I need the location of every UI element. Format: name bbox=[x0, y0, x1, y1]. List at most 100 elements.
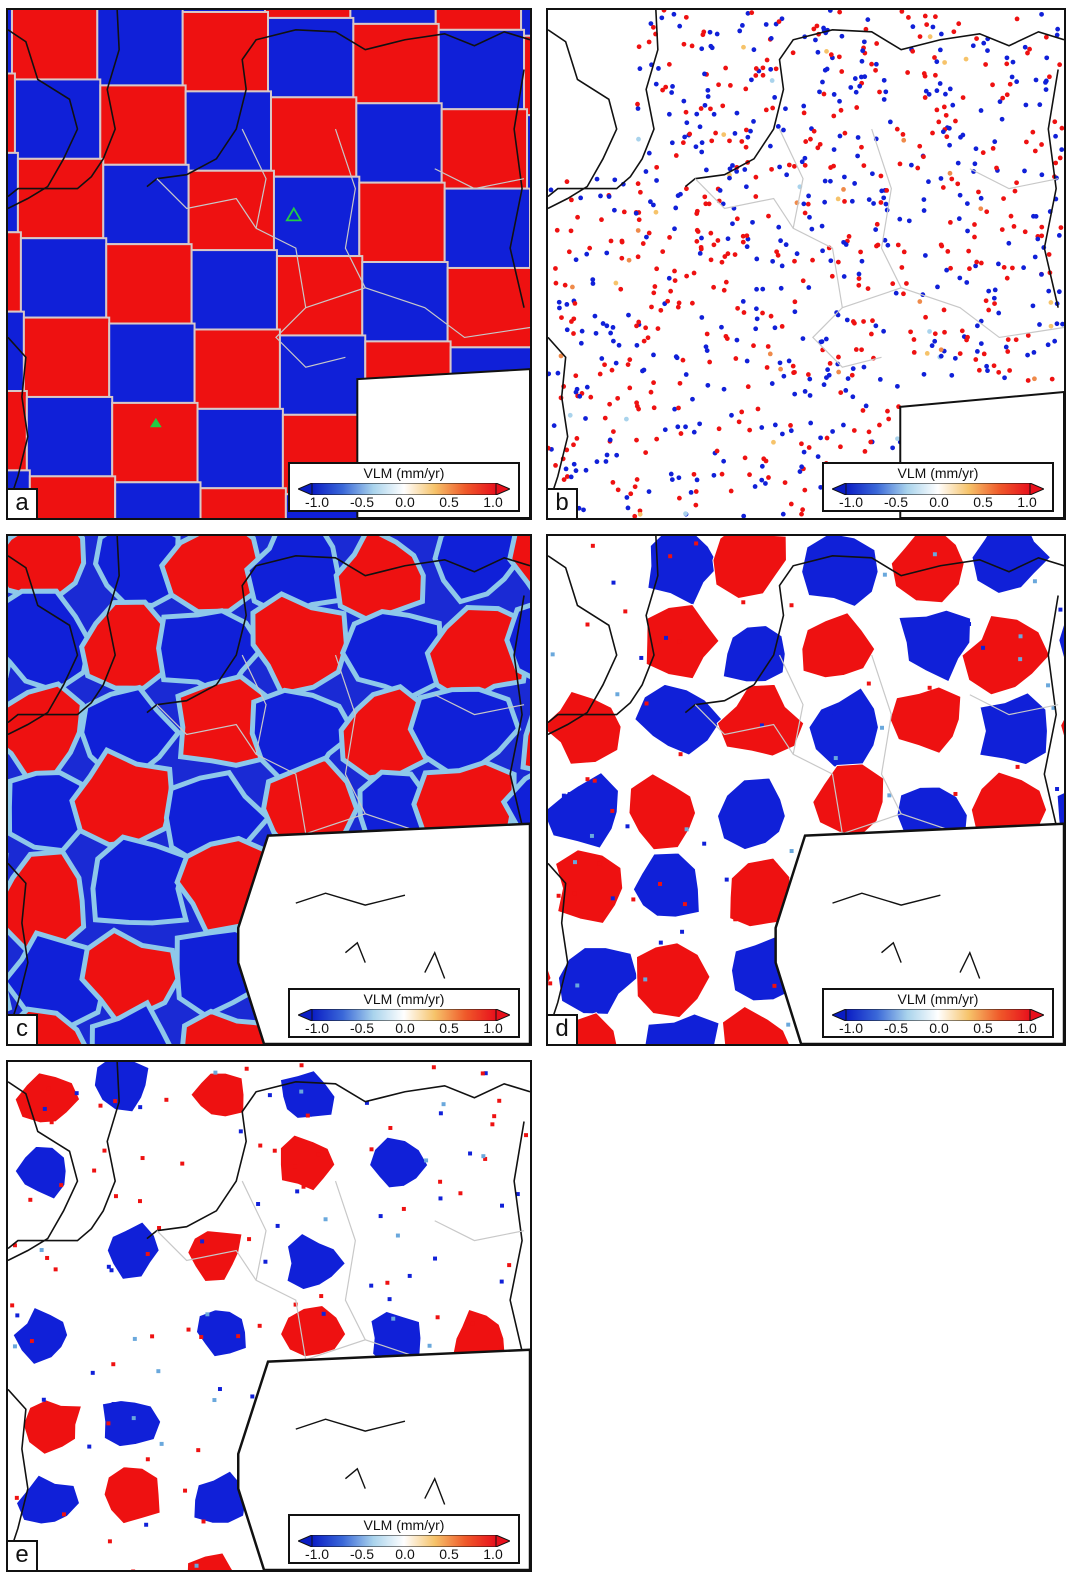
vlm-speck bbox=[212, 1398, 217, 1403]
station-point bbox=[801, 449, 807, 455]
vlm-speck bbox=[369, 1147, 374, 1152]
checker-cell bbox=[8, 231, 22, 313]
station-point bbox=[674, 355, 680, 361]
station-point bbox=[815, 49, 821, 55]
station-point bbox=[996, 369, 1002, 375]
station-point bbox=[887, 119, 893, 125]
station-point bbox=[929, 343, 935, 349]
station-point bbox=[924, 351, 930, 356]
station-point bbox=[703, 201, 709, 207]
colorbar-title: VLM (mm/yr) bbox=[363, 1517, 445, 1533]
vlm-speck bbox=[644, 701, 649, 706]
station-point bbox=[881, 77, 887, 83]
coastline bbox=[8, 1388, 29, 1559]
station-point bbox=[852, 76, 858, 81]
vlm-speck bbox=[299, 1063, 304, 1068]
vlm-speck bbox=[186, 1327, 191, 1332]
station-point bbox=[926, 91, 932, 97]
vlm-speck bbox=[694, 541, 699, 546]
colorbar-tick: 0.5 bbox=[439, 1546, 459, 1562]
vlm-speck bbox=[113, 1099, 118, 1104]
station-point bbox=[965, 334, 970, 340]
checker-cell bbox=[355, 102, 443, 184]
station-point bbox=[792, 309, 798, 315]
vlm-speck bbox=[61, 1512, 66, 1517]
station-point bbox=[792, 391, 798, 397]
vlm-speck bbox=[156, 1369, 161, 1374]
station-point bbox=[921, 208, 927, 213]
station-point bbox=[972, 222, 977, 227]
station-point bbox=[619, 255, 625, 261]
vlm-patch bbox=[1058, 621, 1064, 661]
station-point bbox=[612, 207, 617, 213]
checker-cell bbox=[278, 334, 367, 416]
station-point bbox=[950, 102, 956, 108]
station-point bbox=[777, 164, 782, 170]
station-point bbox=[930, 24, 936, 30]
station-point bbox=[815, 145, 821, 151]
station-point bbox=[1023, 102, 1029, 108]
station-point bbox=[999, 227, 1005, 232]
station-point bbox=[911, 350, 917, 355]
checker-cell bbox=[520, 10, 530, 37]
vlm-speck bbox=[49, 1120, 54, 1125]
station-point bbox=[668, 471, 674, 477]
station-point bbox=[638, 189, 643, 195]
station-point bbox=[786, 162, 792, 168]
vlm-speck bbox=[59, 1183, 64, 1188]
station-point bbox=[676, 300, 682, 306]
station-point bbox=[681, 98, 687, 104]
station-point bbox=[742, 167, 748, 172]
station-point bbox=[874, 41, 880, 46]
station-point bbox=[646, 489, 652, 494]
station-point bbox=[634, 323, 639, 329]
station-point bbox=[811, 26, 817, 32]
station-point bbox=[895, 383, 900, 389]
vlm-patch bbox=[8, 930, 108, 1030]
coastline bbox=[548, 336, 569, 507]
station-point bbox=[648, 21, 654, 26]
station-point bbox=[959, 328, 965, 334]
station-point bbox=[769, 381, 775, 386]
vlm-speck bbox=[385, 1280, 390, 1285]
station-point bbox=[1022, 229, 1028, 235]
station-point bbox=[597, 371, 603, 377]
station-point bbox=[1059, 125, 1064, 131]
station-point bbox=[672, 278, 678, 283]
station-point bbox=[754, 306, 759, 312]
station-point bbox=[944, 267, 949, 273]
station-point bbox=[855, 135, 861, 140]
station-point bbox=[694, 211, 700, 216]
station-point bbox=[766, 213, 771, 219]
station-point bbox=[1004, 275, 1010, 281]
station-point bbox=[818, 435, 823, 441]
checker-cell bbox=[105, 243, 193, 325]
station-point bbox=[609, 367, 615, 373]
panel-e: VLM (mm/yr) -1.0 -0.5 0.0 0.5 1.0 e bbox=[6, 1060, 532, 1572]
panel-b: VLM (mm/yr) -1.0 -0.5 0.0 0.5 1.0 b bbox=[546, 8, 1066, 520]
station-point bbox=[1047, 74, 1052, 80]
station-point bbox=[803, 139, 809, 144]
station-point bbox=[792, 369, 797, 375]
vlm-speck bbox=[592, 778, 597, 783]
panel-a: VLM (mm/yr) -1.0 -0.5 0.0 0.5 1.0 a bbox=[6, 8, 532, 520]
station-point bbox=[947, 142, 952, 148]
station-point bbox=[646, 39, 652, 45]
vlm-patch bbox=[632, 852, 700, 918]
station-point bbox=[857, 83, 863, 89]
station-point bbox=[861, 39, 867, 45]
vlm-speck bbox=[741, 600, 746, 605]
station-point bbox=[844, 317, 850, 323]
station-point bbox=[611, 429, 616, 434]
station-point bbox=[782, 480, 788, 485]
coastline bbox=[1043, 69, 1059, 308]
station-point bbox=[1049, 376, 1055, 382]
station-point bbox=[563, 466, 569, 472]
vlm-speck bbox=[159, 1441, 164, 1446]
station-point bbox=[707, 29, 713, 35]
vlm-speck bbox=[90, 1370, 95, 1375]
station-point bbox=[548, 445, 551, 451]
vlm-speck bbox=[438, 1179, 443, 1184]
station-point bbox=[753, 174, 759, 180]
station-point bbox=[699, 46, 705, 52]
